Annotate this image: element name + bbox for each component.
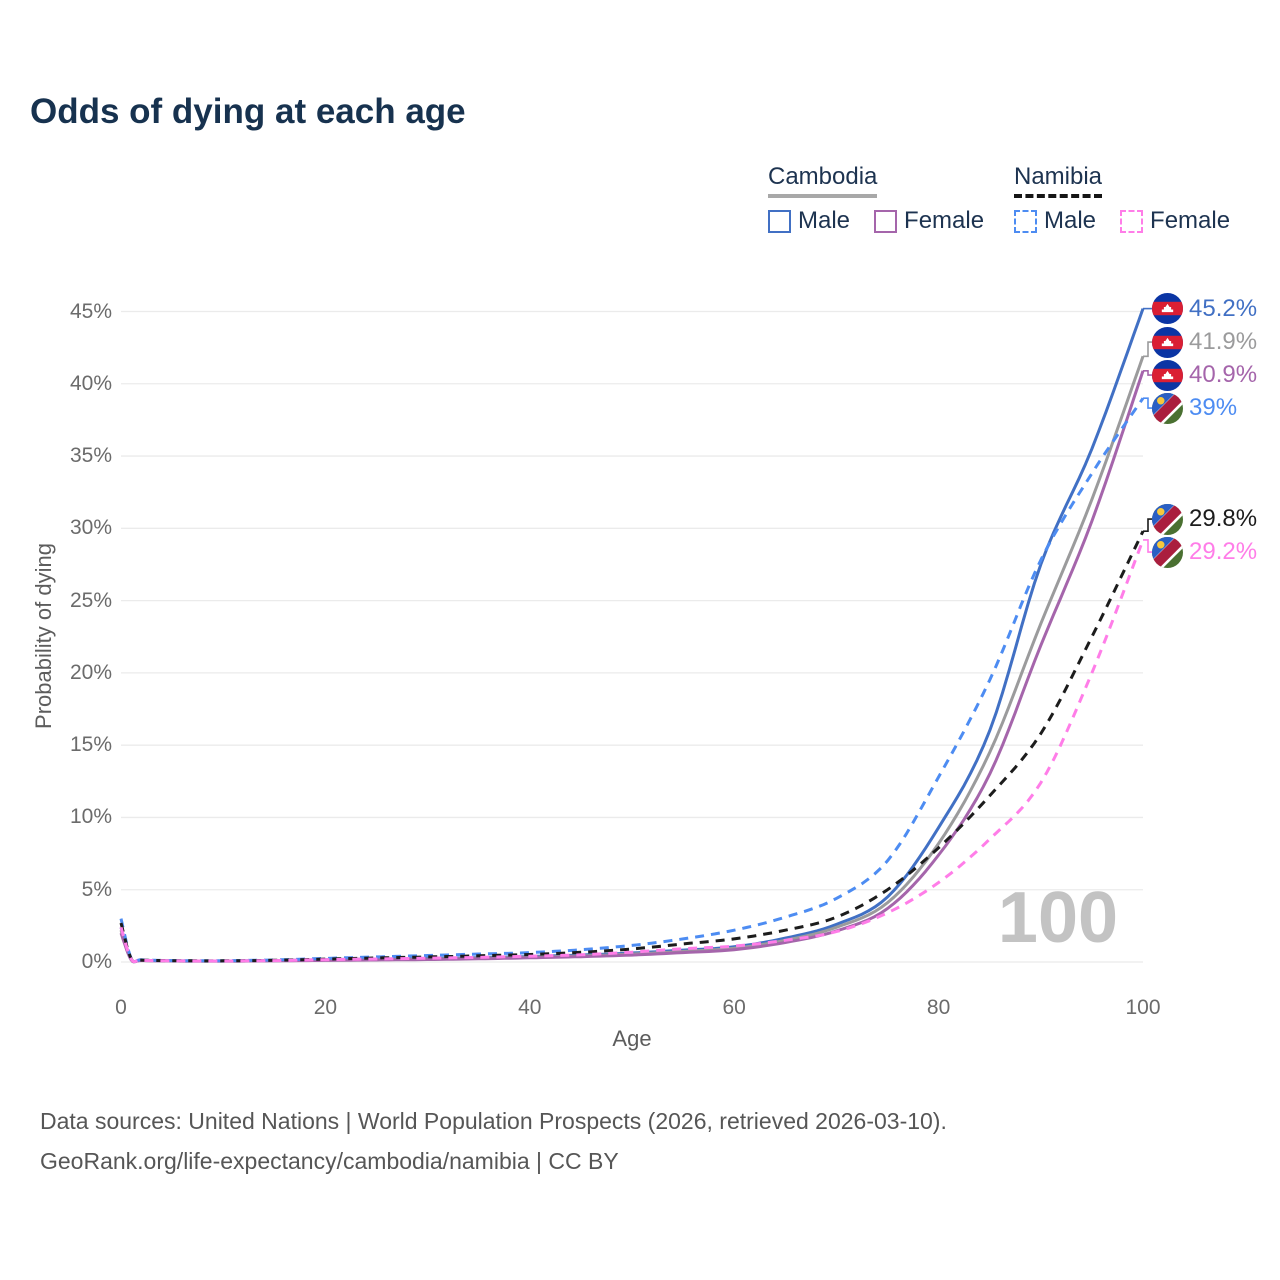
end-label-cambodia-male: 45.2% <box>1152 292 1257 326</box>
namibia-male-swatch-icon <box>1014 209 1037 233</box>
y-tick-label: 40% <box>69 371 112 395</box>
end-label-value: 29.2% <box>1189 538 1258 566</box>
legend-country-cambodia[interactable]: Cambodia <box>768 163 878 198</box>
legend-item-namibia-female[interactable]: Female <box>1120 207 1230 235</box>
y-tick-label: 30% <box>69 516 112 540</box>
x-tick-label: 40 <box>518 996 542 1019</box>
end-label-namibia-male: 39% <box>1152 391 1237 425</box>
cambodia-flag-icon <box>1152 359 1183 391</box>
line-cambodia-both-sexes <box>119 355 1145 964</box>
x-tick-label: 0 <box>115 996 127 1019</box>
end-label-value: 41.9% <box>1189 328 1258 356</box>
namibia-flag-icon <box>1152 503 1183 535</box>
end-label-value: 39% <box>1189 394 1238 422</box>
cambodia-male-swatch-icon <box>768 209 791 233</box>
legend-label-cambodia-male: Male <box>798 207 851 234</box>
line-cambodia-male <box>119 308 1145 964</box>
cambodia-flag-icon <box>1152 326 1183 358</box>
x-axis-title: Age <box>612 1026 652 1051</box>
namibia-flag-icon <box>1152 392 1183 424</box>
y-tick-label: 5% <box>81 877 112 901</box>
x-tick-label: 20 <box>313 996 338 1019</box>
legend-item-cambodia-male[interactable]: Male <box>768 207 850 235</box>
legend-row-cambodia: Male Female <box>768 207 984 235</box>
namibia-female-swatch-icon <box>1120 209 1144 233</box>
legend-label-cambodia-female: Female <box>904 207 985 234</box>
legend-group-namibia: Namibia Male Female <box>1014 163 1230 235</box>
x-tick-label: 60 <box>722 996 746 1019</box>
namibia-flag-icon <box>1152 536 1183 568</box>
y-tick-label: 35% <box>69 444 112 468</box>
legend-group-cambodia: Cambodia Male Female <box>768 163 984 235</box>
end-label-namibia-female: 29.2% <box>1152 535 1257 569</box>
line-cambodia-female <box>119 370 1145 964</box>
age-watermark: 100 <box>998 878 1118 958</box>
y-tick-label: 20% <box>69 660 112 684</box>
legend-row-namibia: Male Female <box>1014 207 1230 235</box>
y-axis-title: Probability of dying <box>31 543 56 729</box>
y-tick-label: 0% <box>81 950 112 973</box>
cambodia-flag-icon <box>1152 293 1183 325</box>
end-label-namibia-both-sexes: 29.8% <box>1152 502 1257 536</box>
x-tick-label: 100 <box>1125 996 1161 1019</box>
y-tick-label: 10% <box>69 805 112 829</box>
end-label-value: 29.8% <box>1189 505 1258 533</box>
legend-item-cambodia-female[interactable]: Female <box>874 207 984 235</box>
end-label-cambodia-female: 40.9% <box>1152 358 1257 392</box>
legend-label-namibia-male: Male <box>1044 207 1097 234</box>
end-label-value: 40.9% <box>1189 361 1258 389</box>
y-tick-label: 15% <box>69 733 112 757</box>
line-namibia-both-sexes <box>119 530 1145 964</box>
data-source-line: Data sources: United Nations | World Pop… <box>40 1108 947 1134</box>
legend-item-namibia-male[interactable]: Male <box>1014 207 1096 235</box>
line-namibia-female <box>119 539 1145 964</box>
x-tick-label: 80 <box>926 996 951 1019</box>
y-tick-label: 45% <box>69 299 112 323</box>
attribution-line: GeoRank.org/life-expectancy/cambodia/nam… <box>40 1148 619 1174</box>
legend-label-namibia-female: Female <box>1150 207 1231 234</box>
page-title: Odds of dying at each age <box>30 92 466 131</box>
line-namibia-male <box>119 397 1145 964</box>
end-label-value: 45.2% <box>1189 294 1258 322</box>
cambodia-female-swatch-icon <box>874 209 898 233</box>
y-tick-label: 25% <box>69 588 112 612</box>
end-label-cambodia-both-sexes: 41.9% <box>1152 325 1257 359</box>
legend-country-namibia[interactable]: Namibia <box>1014 163 1103 198</box>
